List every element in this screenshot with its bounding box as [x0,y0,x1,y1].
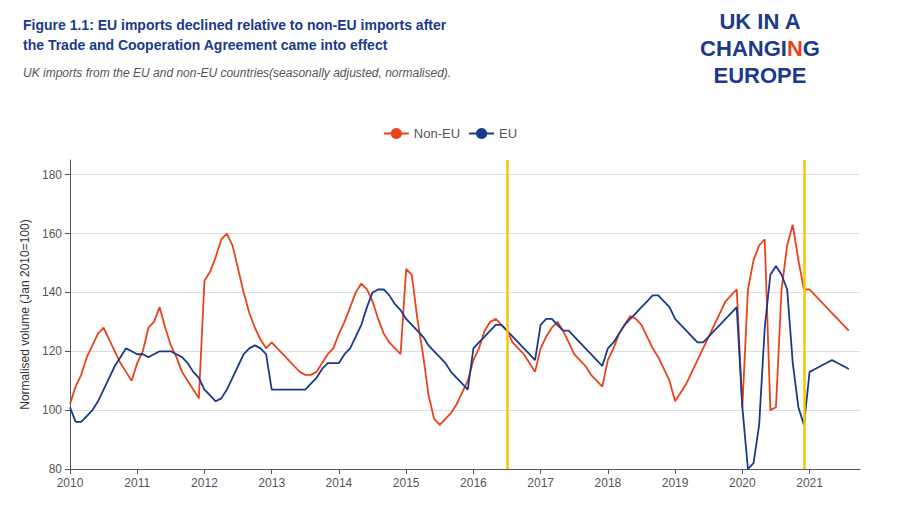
svg-text:2015: 2015 [393,476,420,490]
svg-text:180: 180 [42,168,62,182]
svg-text:2012: 2012 [191,476,218,490]
svg-text:2018: 2018 [595,476,622,490]
svg-text:N: N [787,36,803,61]
svg-text:2016: 2016 [460,476,487,490]
svg-text:100: 100 [42,403,62,417]
svg-text:G: G [803,36,820,61]
svg-text:the Trade and Cooperation Agre: the Trade and Cooperation Agreement came… [23,37,388,53]
svg-text:UK imports from the EU and non: UK imports from the EU and non-EU countr… [23,66,451,80]
svg-text:2019: 2019 [662,476,689,490]
svg-text:Non-EU: Non-EU [414,126,460,141]
svg-text:EU: EU [499,126,517,141]
svg-text:120: 120 [42,344,62,358]
svg-text:2013: 2013 [258,476,285,490]
svg-text:140: 140 [42,285,62,299]
svg-text:2021: 2021 [796,476,823,490]
svg-text:EUROPE: EUROPE [714,63,807,88]
svg-text:2010: 2010 [57,476,84,490]
svg-text:UK IN A: UK IN A [719,9,800,34]
svg-text:2014: 2014 [326,476,353,490]
svg-text:CHANGI: CHANGI [700,36,787,61]
svg-text:160: 160 [42,227,62,241]
svg-text:Figure 1.1: EU imports decline: Figure 1.1: EU imports declined relative… [23,17,447,33]
svg-text:2011: 2011 [124,476,150,490]
svg-text:80: 80 [49,462,63,476]
svg-text:2017: 2017 [527,476,554,490]
svg-text:2020: 2020 [729,476,756,490]
svg-text:Normalised volume (Jan 2010=10: Normalised volume (Jan 2010=100) [18,219,32,409]
